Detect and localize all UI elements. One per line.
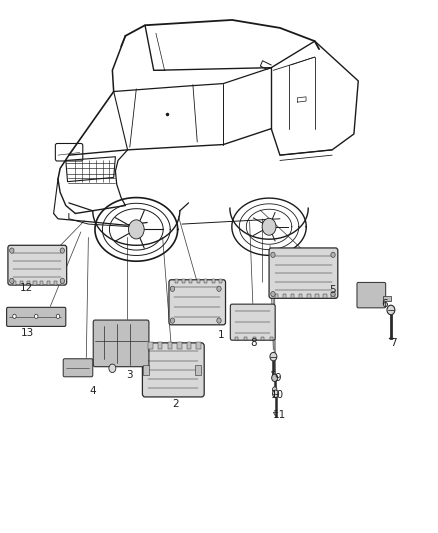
- Bar: [235, 337, 238, 340]
- Bar: [331, 294, 335, 298]
- FancyBboxPatch shape: [7, 308, 66, 326]
- Bar: [323, 294, 327, 298]
- Bar: [307, 294, 311, 298]
- Bar: [270, 337, 273, 340]
- Text: 11: 11: [273, 410, 286, 420]
- Bar: [54, 281, 57, 285]
- Circle shape: [262, 218, 276, 235]
- Bar: [47, 281, 50, 285]
- Circle shape: [272, 387, 277, 392]
- Bar: [204, 279, 207, 283]
- Bar: [196, 342, 201, 349]
- Circle shape: [128, 220, 144, 239]
- Text: 13: 13: [21, 328, 34, 338]
- Bar: [189, 279, 192, 283]
- Bar: [197, 279, 200, 283]
- Bar: [383, 296, 391, 301]
- Bar: [13, 281, 16, 285]
- Bar: [60, 281, 64, 285]
- Text: 8: 8: [251, 338, 257, 349]
- Circle shape: [331, 252, 335, 257]
- Bar: [143, 365, 149, 375]
- FancyBboxPatch shape: [63, 359, 93, 377]
- Bar: [299, 294, 302, 298]
- Circle shape: [60, 248, 64, 253]
- Text: 1: 1: [218, 330, 225, 341]
- Bar: [27, 281, 30, 285]
- Circle shape: [10, 248, 14, 253]
- Bar: [253, 337, 255, 340]
- FancyBboxPatch shape: [93, 320, 149, 367]
- FancyBboxPatch shape: [8, 245, 67, 285]
- FancyBboxPatch shape: [357, 282, 386, 308]
- Circle shape: [270, 352, 277, 361]
- Bar: [283, 294, 286, 298]
- Circle shape: [272, 374, 278, 382]
- Circle shape: [109, 364, 116, 373]
- Bar: [148, 342, 153, 349]
- Circle shape: [13, 314, 16, 318]
- Circle shape: [170, 318, 175, 323]
- Text: 3: 3: [127, 370, 133, 380]
- Text: 4: 4: [89, 386, 96, 396]
- Circle shape: [387, 305, 395, 315]
- FancyBboxPatch shape: [169, 280, 226, 325]
- Bar: [158, 342, 162, 349]
- Bar: [244, 337, 247, 340]
- Bar: [275, 294, 278, 298]
- Bar: [177, 342, 182, 349]
- Text: 12: 12: [20, 282, 33, 293]
- Bar: [40, 281, 43, 285]
- Circle shape: [217, 286, 221, 292]
- Circle shape: [56, 314, 60, 318]
- Text: 10: 10: [271, 390, 284, 400]
- FancyBboxPatch shape: [269, 248, 338, 298]
- Circle shape: [60, 278, 64, 284]
- Circle shape: [170, 286, 175, 292]
- Circle shape: [271, 252, 275, 257]
- Bar: [182, 279, 185, 283]
- Bar: [261, 337, 264, 340]
- Bar: [33, 281, 36, 285]
- Bar: [168, 342, 172, 349]
- Text: 5: 5: [329, 285, 336, 295]
- Circle shape: [331, 292, 335, 297]
- Text: 9: 9: [275, 373, 281, 383]
- Bar: [20, 281, 23, 285]
- Bar: [219, 279, 222, 283]
- FancyBboxPatch shape: [142, 343, 204, 397]
- Text: 2: 2: [172, 399, 179, 409]
- Bar: [212, 279, 215, 283]
- Circle shape: [35, 314, 38, 318]
- Bar: [315, 294, 318, 298]
- FancyBboxPatch shape: [230, 304, 275, 340]
- Circle shape: [272, 390, 279, 398]
- Circle shape: [217, 318, 221, 323]
- Bar: [194, 365, 201, 375]
- Circle shape: [10, 278, 14, 284]
- Circle shape: [271, 292, 275, 297]
- Bar: [187, 342, 191, 349]
- Bar: [175, 279, 178, 283]
- Bar: [291, 294, 294, 298]
- Text: 6: 6: [381, 298, 388, 309]
- Text: 7: 7: [390, 338, 396, 349]
